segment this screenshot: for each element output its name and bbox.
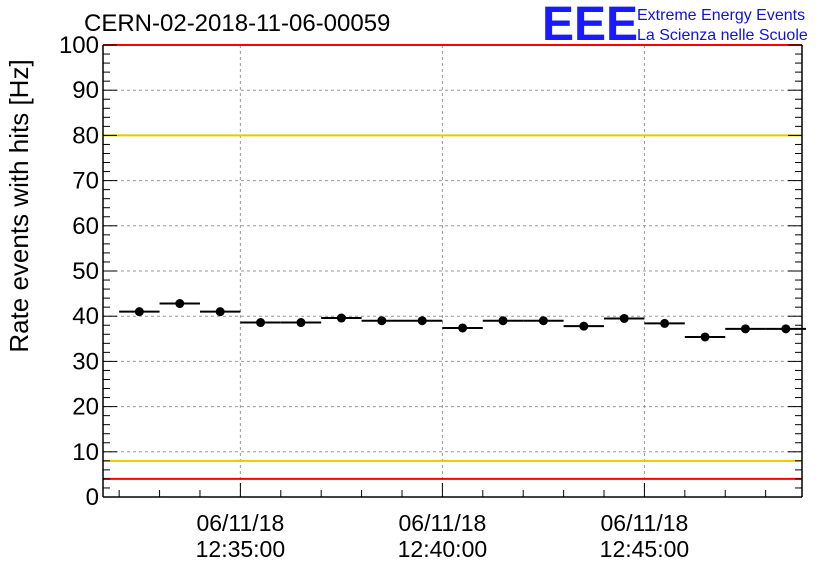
- data-point-6: [377, 316, 387, 326]
- data-point-7: [417, 316, 427, 326]
- y-tick-label-30: 30: [72, 348, 99, 375]
- data-point-10: [538, 316, 548, 326]
- threshold-lines: [103, 44, 802, 480]
- y-tick-label-20: 20: [72, 394, 99, 421]
- y-tick-label-40: 40: [72, 303, 99, 330]
- x-tick-date-1: 06/11/18: [398, 510, 486, 536]
- data-point-12: [619, 313, 629, 323]
- x-tick-time-2: 12:45:00: [600, 536, 690, 562]
- data-point-2: [215, 307, 225, 317]
- data-point-8: [458, 323, 468, 333]
- x-tick-time-1: 12:40:00: [398, 536, 488, 562]
- eee-logo-line2: La Scienza nelle Scuole: [637, 27, 808, 44]
- y-tick-label-10: 10: [72, 439, 99, 466]
- x-tick-labels: 06/11/1812:35:0006/11/1812:40:0006/11/18…: [196, 510, 690, 562]
- y-tick-label-0: 0: [86, 484, 99, 511]
- y-axis-label: Rate events with hits [Hz]: [4, 59, 34, 352]
- data-point-9: [498, 316, 508, 326]
- data-point-3: [256, 318, 266, 328]
- y-tick-label-90: 90: [72, 77, 99, 104]
- data-point-0: [134, 307, 144, 317]
- data-point-11: [579, 321, 589, 331]
- y-tick-labels: 0 10 20 30 40 50 60 70 80 90 100: [59, 32, 99, 511]
- data-point-1: [175, 299, 185, 309]
- data-point-4: [296, 318, 306, 328]
- data-point-16: [781, 324, 791, 334]
- y-tick-label-100: 100: [59, 32, 99, 59]
- chart-title: CERN-02-2018-11-06-00059: [84, 10, 390, 37]
- eee-logo-line1: Extreme Energy Events: [637, 7, 805, 24]
- eee-logo-text: EEE: [542, 0, 638, 51]
- data-series: [119, 299, 807, 342]
- eee-logo: EEE Extreme Energy Events La Scienza nel…: [542, 0, 808, 51]
- y-tick-label-60: 60: [72, 213, 99, 240]
- y-tick-label-80: 80: [72, 122, 99, 149]
- y-tick-label-50: 50: [72, 258, 99, 285]
- data-point-5: [336, 313, 346, 323]
- x-tick-time-0: 12:35:00: [196, 536, 286, 562]
- axes: [102, 44, 803, 498]
- x-tick-date-2: 06/11/18: [601, 510, 689, 536]
- x-tick-date-0: 06/11/18: [196, 510, 284, 536]
- data-point-15: [740, 324, 750, 334]
- y-tick-label-70: 70: [72, 168, 99, 195]
- data-point-14: [700, 332, 710, 342]
- grid: [103, 45, 802, 497]
- data-point-13: [660, 318, 670, 328]
